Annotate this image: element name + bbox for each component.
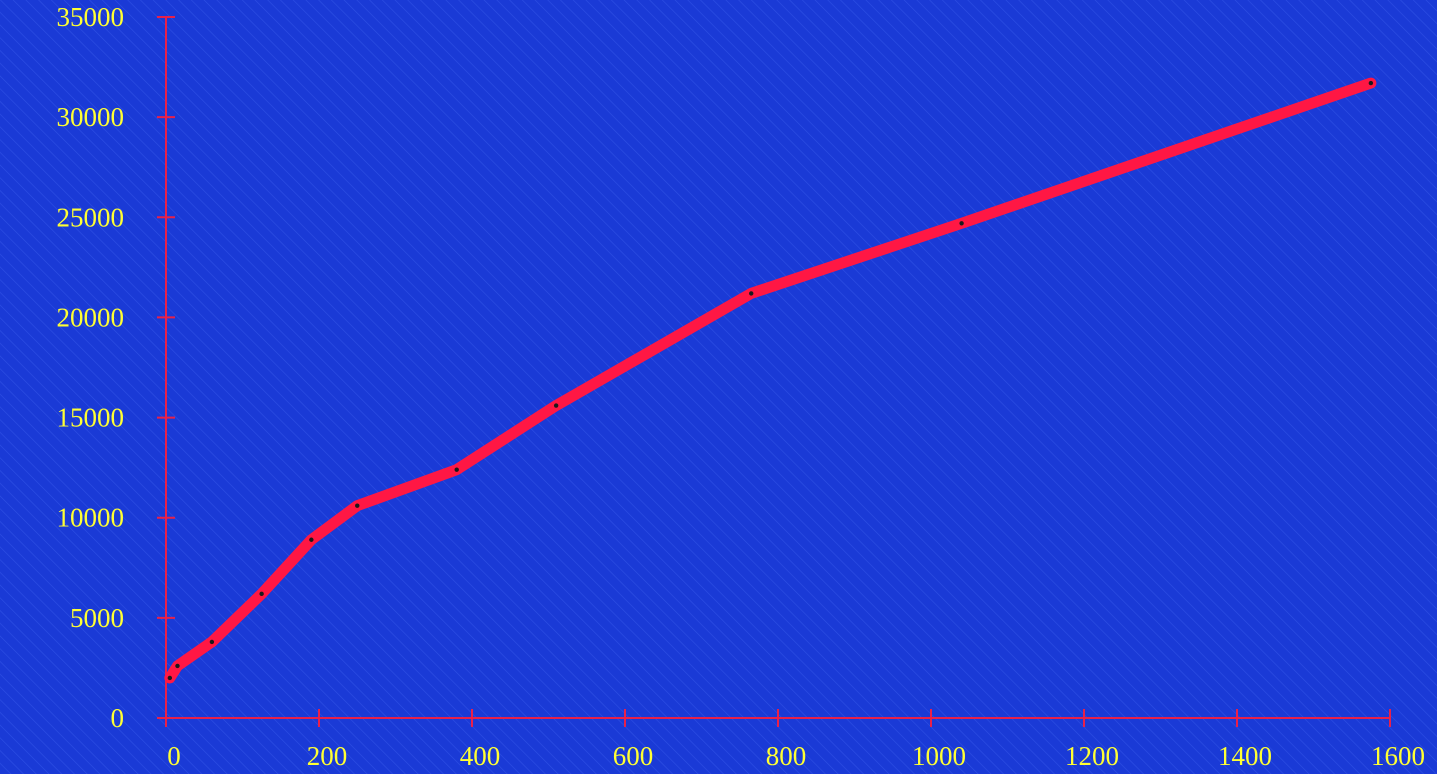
x-tick-label: 600	[613, 741, 654, 771]
x-tick-label: 0	[167, 741, 181, 771]
x-tick-label: 200	[307, 741, 348, 771]
tick-labels: 0 200 400 600 800 1000 1200 1400 1600 0 5000 10000 1…	[57, 2, 1426, 771]
x-tick-label: 800	[766, 741, 807, 771]
y-tick-label: 30000	[57, 102, 125, 132]
data-point	[167, 675, 173, 681]
y-tick-label: 5000	[70, 603, 124, 633]
data-point	[454, 467, 459, 472]
data-point	[175, 663, 180, 669]
data-point	[959, 221, 964, 226]
series-layer	[164, 77, 1377, 684]
axes	[157, 16, 1391, 727]
x-tick-label: 1600	[1371, 741, 1425, 771]
data-point	[209, 639, 215, 645]
x-tick-label: 400	[460, 741, 501, 771]
data-point	[355, 503, 360, 508]
x-tick-label: 1200	[1065, 741, 1119, 771]
y-tick-label: 35000	[57, 2, 125, 32]
x-tick-label: 1000	[912, 741, 966, 771]
y-tick-label: 0	[111, 703, 125, 733]
data-point	[1368, 80, 1374, 86]
y-tick-label: 10000	[57, 503, 125, 533]
y-tick-label: 15000	[57, 403, 125, 433]
data-point	[553, 403, 559, 408]
y-tick-label: 25000	[57, 202, 125, 232]
x-tick-label: 1400	[1218, 741, 1272, 771]
y-tick-label: 20000	[57, 302, 125, 332]
data-point	[259, 591, 264, 597]
data-point	[749, 291, 754, 296]
data-point	[309, 537, 314, 542]
